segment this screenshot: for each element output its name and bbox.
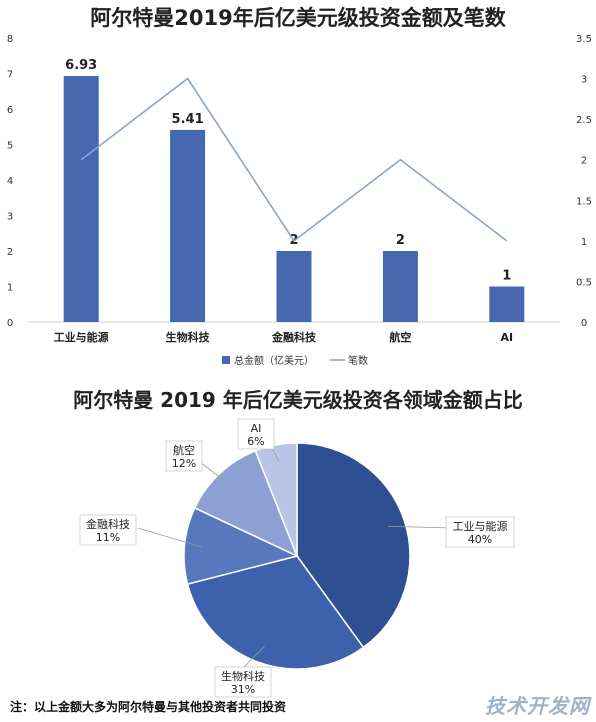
bar-生物科技 xyxy=(170,129,206,322)
pie-slice-percent: 11% xyxy=(96,531,120,544)
legend: 总金额（亿美元） 笔数 xyxy=(222,354,368,367)
bar-AI xyxy=(489,286,525,322)
pie-leader-line xyxy=(199,461,232,487)
pie-slice-percent: 12% xyxy=(172,457,196,470)
legend-bar-label: 总金额（亿美元） xyxy=(234,354,314,367)
y-right-tick-label: 1 xyxy=(581,237,587,248)
bar-data-label: 6.93 xyxy=(65,58,97,73)
pie-leader-line xyxy=(388,525,456,529)
legend-bar-swatch xyxy=(222,356,230,364)
y-left-tick-label: 3 xyxy=(7,212,13,223)
pie-slice-percent: 40% xyxy=(468,533,492,546)
bar-data-label: 1 xyxy=(502,269,511,284)
pie-slice-生物科技 xyxy=(186,555,365,670)
pie-label: AI6% xyxy=(237,418,275,450)
x-tick-label: 航空 xyxy=(389,330,411,344)
pie-chart-title: 阿尔特曼 2019 年后亿美元级投资各领域金额占比 xyxy=(73,388,523,412)
y-right-tick-label: 3 xyxy=(581,75,587,86)
y-left-tick-label: 6 xyxy=(7,105,13,116)
pie-label-box xyxy=(445,516,515,548)
x-tick-label: 工业与能源 xyxy=(54,330,109,344)
y-right-tick-label: 0 xyxy=(581,318,587,329)
y-left-tick-label: 4 xyxy=(7,176,13,187)
x-tick-label: 金融科技 xyxy=(271,330,317,344)
y-right-tick-label: 1.5 xyxy=(576,196,592,207)
y-left-tick-label: 5 xyxy=(7,141,13,152)
pie-label-box xyxy=(165,440,203,472)
pie-slice-label: 金融科技 xyxy=(86,517,130,531)
pie-leader-line xyxy=(242,646,265,669)
brand-watermark: 技术开发网 xyxy=(485,694,590,718)
y-left-tick-label: 8 xyxy=(7,34,13,45)
y-right-tick-label: 0.5 xyxy=(576,277,592,288)
y-left-tick-label: 0 xyxy=(7,318,13,329)
bar-金融科技 xyxy=(276,251,312,322)
bar-data-label: 5.41 xyxy=(172,112,204,127)
x-tick-label: AI xyxy=(500,331,513,344)
bar-航空 xyxy=(382,251,418,322)
y-left-tick-label: 7 xyxy=(7,70,13,81)
pie-slice-金融科技 xyxy=(183,506,300,586)
bar-工业与能源 xyxy=(63,75,99,322)
y-left-tick-label: 1 xyxy=(7,283,13,294)
pie-slice-label: AI xyxy=(251,422,262,435)
pie-label-box xyxy=(214,666,272,698)
pie-slice-label: 生物科技 xyxy=(221,669,265,683)
pie-leader-line xyxy=(137,527,202,548)
pie-slice-工业与能源 xyxy=(296,442,411,649)
pie-label-box xyxy=(79,514,137,546)
x-tick-label: 生物科技 xyxy=(166,330,211,344)
y-left-tick-label: 2 xyxy=(7,247,13,258)
pie-slice-label: 航空 xyxy=(173,443,195,457)
y-right-tick-label: 2 xyxy=(581,156,587,167)
pie-slice-percent: 31% xyxy=(231,683,255,696)
footnote: 注：以上金额大多为阿尔特曼与其他投资者共同投资 xyxy=(10,700,287,714)
pie-slice-AI xyxy=(254,442,298,557)
pie-slice-label: 工业与能源 xyxy=(453,519,508,533)
y-right-tick-label: 2.5 xyxy=(576,115,592,126)
pie-slice-percent: 6% xyxy=(247,435,264,448)
bar-data-label: 2 xyxy=(396,233,405,248)
legend-line-label: 笔数 xyxy=(348,354,368,367)
y-right-tick-label: 3.5 xyxy=(576,34,592,45)
pie-label-box xyxy=(237,418,275,450)
bar-chart-title: 阿尔特曼2019年后亿美元级投资金额及笔数 xyxy=(90,6,506,30)
